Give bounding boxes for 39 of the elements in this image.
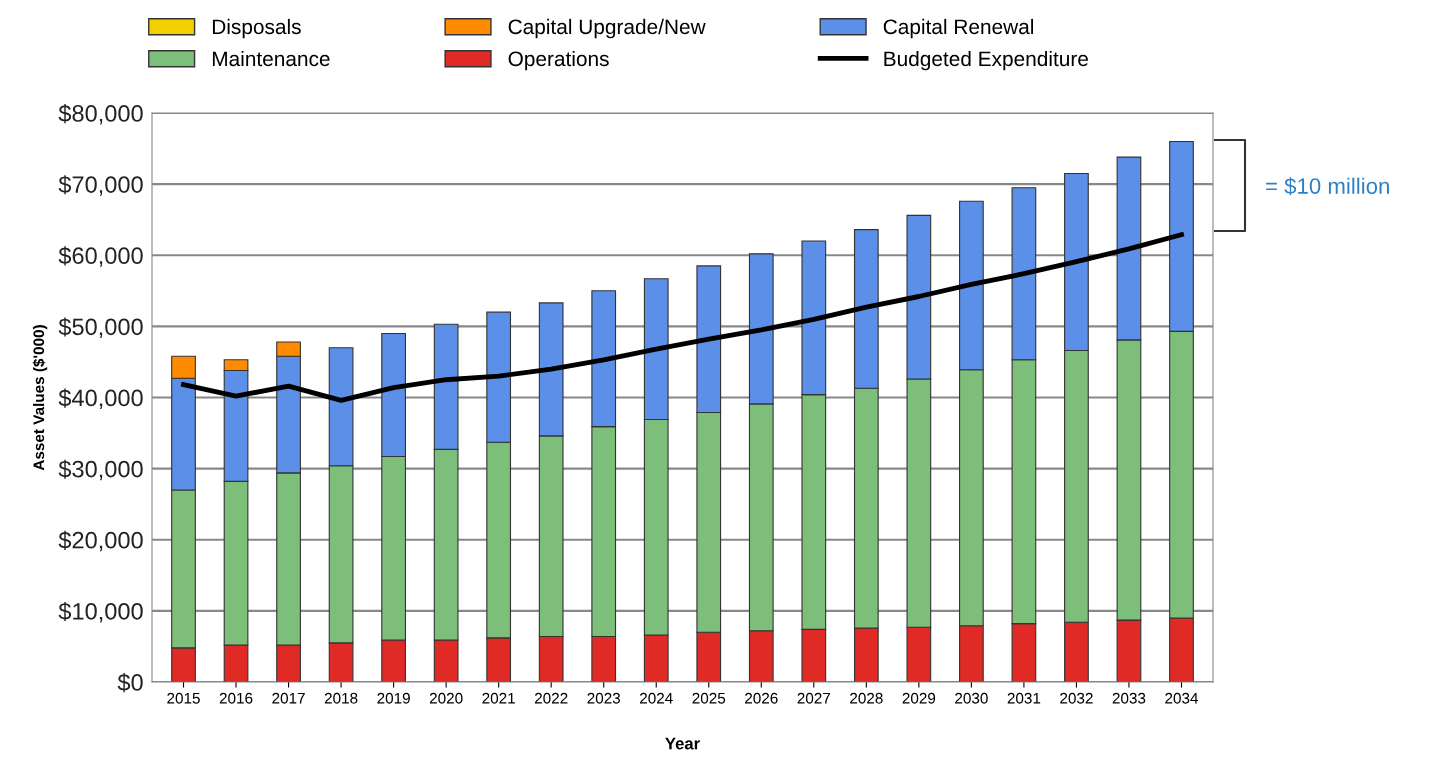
x-tick-label: 2015 (167, 692, 200, 704)
x-tick-label: 2022 (534, 692, 568, 704)
x-tick-label: 2021 (482, 692, 515, 704)
x-tick-label: 2019 (377, 692, 410, 704)
x-tick-label: 2033 (1112, 692, 1146, 704)
x-tick-label: 2032 (1060, 692, 1093, 704)
text: = $10 million (1266, 177, 1389, 196)
y-tick-label: $60,000 (58, 246, 143, 267)
x-tick-label: 2023 (587, 692, 621, 704)
x-tick-label: 2034 (1165, 692, 1199, 704)
legend-label: Disposals (212, 18, 301, 39)
y-tick-label: $50,000 (58, 317, 143, 338)
y-tick-label: $80,000 (58, 104, 143, 125)
x-tick-label: 2027 (797, 692, 831, 704)
y-axis-title: Asset Values ($'000) (32, 325, 48, 471)
y-tick-label: $20,000 (58, 530, 143, 552)
x-tick-label: 2028 (850, 692, 883, 704)
x-tick-label: 2020 (429, 692, 463, 704)
x-tick-label: 2031 (1007, 692, 1041, 704)
legend-label: Capital Renewal (883, 18, 1034, 39)
y-tick-label: $10,000 (58, 601, 143, 623)
x-tick-label: 2016 (219, 692, 253, 704)
x-tick-label: 2018 (324, 692, 358, 704)
legend-label: Operations (508, 50, 609, 71)
y-tick-label: $30,000 (58, 459, 143, 481)
legend-label: Capital Upgrade/New (508, 18, 706, 39)
line-series (181, 232, 1184, 403)
legend-label: Budgeted Expenditure (884, 50, 1088, 71)
x-tick-label: 2030 (955, 692, 988, 704)
y-tick-label: $40,000 (58, 388, 143, 410)
x-tick-label: 2025 (692, 692, 726, 704)
y-tick-label: $70,000 (58, 175, 143, 196)
legend-label: Maintenance (212, 50, 330, 67)
x-tick-label: 2026 (745, 692, 778, 704)
x-tick-label: 2017 (272, 692, 305, 704)
x-tick-label: 2029 (902, 692, 936, 704)
y-tick-label: $0 (117, 673, 143, 693)
x-tick-label: 2024 (640, 692, 673, 704)
x-axis-title: Year (665, 737, 700, 750)
